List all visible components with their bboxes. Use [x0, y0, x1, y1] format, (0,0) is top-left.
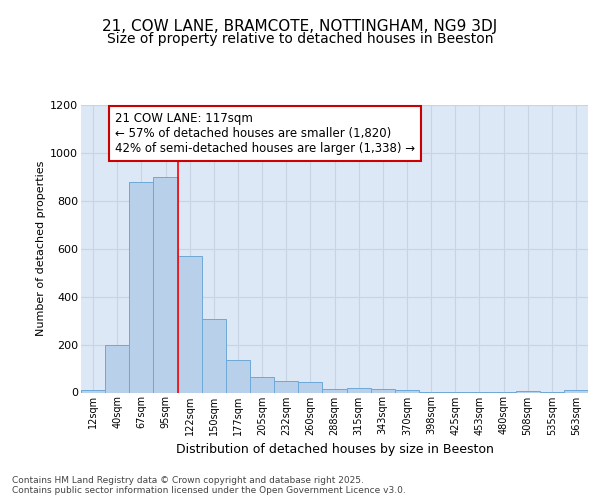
- Bar: [105, 344, 129, 393]
- Bar: [371, 389, 395, 392]
- Bar: [129, 182, 154, 392]
- Bar: [154, 177, 178, 392]
- Bar: [347, 388, 371, 392]
- Bar: [395, 390, 419, 392]
- Bar: [322, 389, 347, 392]
- Bar: [274, 380, 298, 392]
- Bar: [564, 390, 588, 392]
- Text: 21, COW LANE, BRAMCOTE, NOTTINGHAM, NG9 3DJ: 21, COW LANE, BRAMCOTE, NOTTINGHAM, NG9 …: [103, 18, 497, 34]
- Bar: [250, 377, 274, 392]
- Text: Size of property relative to detached houses in Beeston: Size of property relative to detached ho…: [107, 32, 493, 46]
- Bar: [81, 390, 105, 392]
- X-axis label: Distribution of detached houses by size in Beeston: Distribution of detached houses by size …: [176, 443, 493, 456]
- Bar: [202, 320, 226, 392]
- Text: Contains HM Land Registry data © Crown copyright and database right 2025.
Contai: Contains HM Land Registry data © Crown c…: [12, 476, 406, 495]
- Text: 21 COW LANE: 117sqm
← 57% of detached houses are smaller (1,820)
42% of semi-det: 21 COW LANE: 117sqm ← 57% of detached ho…: [115, 112, 415, 155]
- Bar: [226, 360, 250, 392]
- Y-axis label: Number of detached properties: Number of detached properties: [36, 161, 46, 336]
- Bar: [298, 382, 322, 392]
- Bar: [178, 256, 202, 392]
